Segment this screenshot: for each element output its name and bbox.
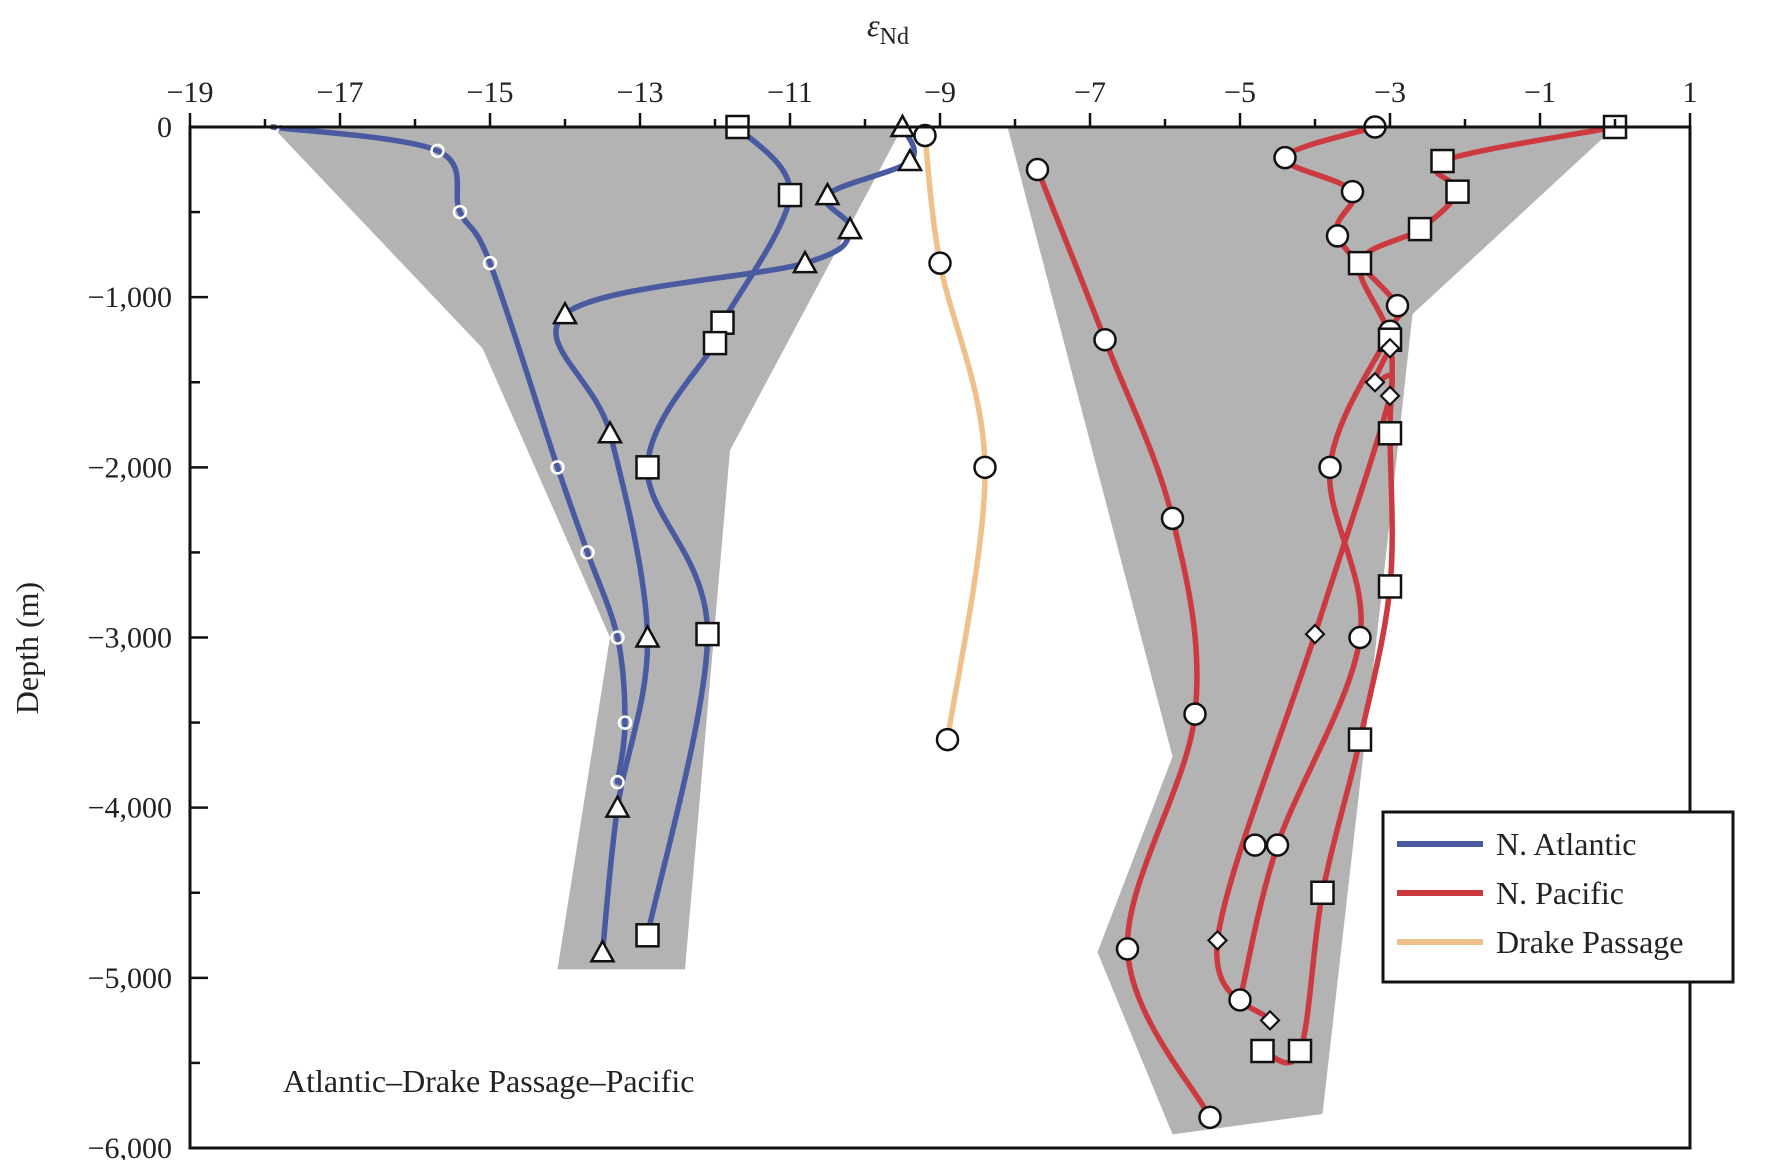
- y-tick-label: −6,000: [88, 1132, 172, 1160]
- data-point-square: [1347, 727, 1373, 752]
- data-point-triangle: [551, 300, 579, 325]
- data-point-circle: [1265, 833, 1290, 857]
- series-line-n-atlantic-square: [644, 124, 793, 939]
- data-point-square: [1445, 179, 1470, 204]
- data-point-square: [695, 621, 720, 647]
- y-axis-title: Depth (m): [9, 582, 45, 714]
- x-axis-ticks: −19 −17 −15 −13 −11 −9 −7 −5 −3 −1 1: [167, 76, 1698, 127]
- data-point-diamond: [1364, 371, 1386, 393]
- data-point-circle: [1198, 1105, 1222, 1130]
- y-tick-label: −4,000: [88, 792, 172, 825]
- data-point-circle: [973, 455, 997, 480]
- data-point-triangle: [896, 147, 924, 172]
- data-point-small-circle: [580, 545, 595, 560]
- data-point-diamond: [1206, 929, 1229, 951]
- data-point-square: [1430, 148, 1455, 174]
- data-point-triangle: [634, 623, 661, 648]
- data-point-small-circle: [617, 715, 633, 730]
- x-tick-label: −11: [767, 76, 813, 109]
- data-point-diamond: [1259, 1009, 1281, 1031]
- y-tick-label: 0: [157, 111, 172, 144]
- chart-legend: N. Atlantic N. Pacific Drake Passage: [1381, 810, 1735, 984]
- data-point-square: [1377, 574, 1403, 599]
- data-point-small-circle: [482, 255, 498, 271]
- data-point-square: [635, 923, 660, 948]
- data-point-circle: [1385, 293, 1410, 318]
- data-point-square: [1287, 1038, 1313, 1064]
- data-point-triangle: [814, 181, 841, 206]
- data-point-square: [1310, 880, 1335, 905]
- data-point-small-circle: [430, 143, 445, 159]
- x-tick-label: −3: [1374, 76, 1406, 109]
- data-point-square: [1407, 216, 1433, 242]
- x-tick-label: −15: [467, 76, 514, 109]
- x-tick-label: −13: [617, 76, 664, 109]
- data-point-diamond: [1379, 337, 1401, 359]
- data-point-diamond: [1379, 385, 1401, 407]
- data-point-circle: [1318, 455, 1342, 480]
- legend-label-n-pacific: N. Pacific: [1496, 875, 1624, 911]
- data-point-circle: [913, 123, 937, 148]
- y-tick-label: −1,000: [88, 281, 172, 314]
- data-point-circle: [1025, 157, 1050, 182]
- x-tick-label: 1: [1683, 76, 1698, 109]
- data-point-circle: [1093, 327, 1117, 352]
- x-tick-label: −5: [1224, 76, 1256, 109]
- y-tick-label: −2,000: [88, 451, 172, 484]
- data-point-square: [1347, 250, 1373, 276]
- x-tick-label: −1: [1524, 76, 1556, 109]
- series-line-drake-passage-circle: [922, 132, 988, 743]
- data-point-triangle: [604, 794, 631, 818]
- legend-label-drake-passage: Drake Passage: [1496, 924, 1683, 960]
- data-point-circle: [928, 251, 952, 275]
- data-point-circle: [1325, 224, 1350, 248]
- data-point-circle: [1348, 625, 1372, 650]
- data-point-circle: [1228, 988, 1252, 1012]
- data-markers: [265, 113, 1628, 1130]
- x-tick-label: −17: [317, 76, 364, 109]
- data-point-square: [635, 455, 660, 480]
- data-point-circle: [1273, 145, 1297, 170]
- x-tick-label: −19: [167, 76, 214, 109]
- data-point-square: [1377, 421, 1403, 446]
- data-point-small-circle: [550, 460, 565, 475]
- x-tick-label: −9: [924, 76, 956, 109]
- legend-label-n-atlantic: N. Atlantic: [1496, 826, 1636, 862]
- data-point-circle: [1115, 937, 1140, 961]
- data-point-square: [702, 330, 728, 356]
- y-tick-label: −3,000: [88, 622, 172, 655]
- data-point-small-circle: [610, 630, 625, 645]
- y-tick-label: −5,000: [88, 962, 172, 995]
- data-point-small-circle: [610, 774, 625, 790]
- data-point-square: [777, 182, 803, 208]
- data-point-triangle: [589, 938, 616, 963]
- series-line-n-pacific-circle: [1034, 166, 1213, 1121]
- data-point-triangle: [596, 419, 624, 444]
- data-point-diamond: [1304, 623, 1326, 645]
- data-point-small-circle: [452, 204, 468, 220]
- chart-annotation: Atlantic–Drake Passage–Pacific: [283, 1063, 694, 1099]
- x-tick-label: −7: [1074, 76, 1106, 109]
- series-line-n-atlantic-small-circle: [269, 124, 628, 785]
- data-point-circle: [1183, 702, 1207, 726]
- legend-box: [1381, 810, 1735, 984]
- data-point-circle: [935, 727, 960, 752]
- data-point-circle: [1340, 179, 1365, 204]
- data-point-triangle: [836, 215, 864, 240]
- data-point-circle: [1160, 506, 1185, 531]
- data-point-triangle: [791, 249, 819, 274]
- data-point-square: [1250, 1038, 1275, 1064]
- y-axis-ticks: 0 −1,000 −2,000 −3,000 −4,000 −5,000 −6,000: [88, 111, 208, 1160]
- data-point-circle: [1243, 833, 1267, 857]
- data-point-square: [710, 310, 735, 335]
- x-axis-title: εNd: [867, 7, 909, 50]
